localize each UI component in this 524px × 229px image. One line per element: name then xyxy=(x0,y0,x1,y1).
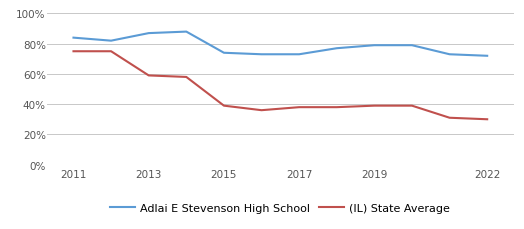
Adlai E Stevenson High School xyxy=(108,40,114,43)
Adlai E Stevenson High School xyxy=(484,55,490,58)
Adlai E Stevenson High School xyxy=(296,54,302,56)
Line: (IL) State Average: (IL) State Average xyxy=(73,52,487,120)
Adlai E Stevenson High School xyxy=(70,37,77,40)
(IL) State Average xyxy=(371,105,377,108)
Line: Adlai E Stevenson High School: Adlai E Stevenson High School xyxy=(73,33,487,57)
(IL) State Average xyxy=(296,106,302,109)
Adlai E Stevenson High School xyxy=(258,54,265,56)
Adlai E Stevenson High School xyxy=(409,45,415,47)
Legend: Adlai E Stevenson High School, (IL) State Average: Adlai E Stevenson High School, (IL) Stat… xyxy=(106,199,455,218)
Adlai E Stevenson High School xyxy=(221,52,227,55)
(IL) State Average xyxy=(484,118,490,121)
(IL) State Average xyxy=(146,75,152,77)
(IL) State Average xyxy=(334,106,340,109)
(IL) State Average xyxy=(258,109,265,112)
(IL) State Average xyxy=(108,51,114,53)
(IL) State Average xyxy=(409,105,415,108)
Adlai E Stevenson High School xyxy=(183,31,190,34)
Adlai E Stevenson High School xyxy=(334,48,340,50)
(IL) State Average xyxy=(70,51,77,53)
Adlai E Stevenson High School xyxy=(446,54,453,56)
(IL) State Average xyxy=(221,105,227,108)
(IL) State Average xyxy=(183,76,190,79)
(IL) State Average xyxy=(446,117,453,120)
Adlai E Stevenson High School xyxy=(146,33,152,35)
Adlai E Stevenson High School xyxy=(371,45,377,47)
